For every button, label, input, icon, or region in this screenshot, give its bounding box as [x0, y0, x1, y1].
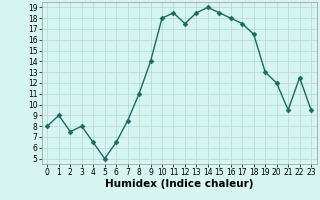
X-axis label: Humidex (Indice chaleur): Humidex (Indice chaleur)	[105, 179, 253, 189]
